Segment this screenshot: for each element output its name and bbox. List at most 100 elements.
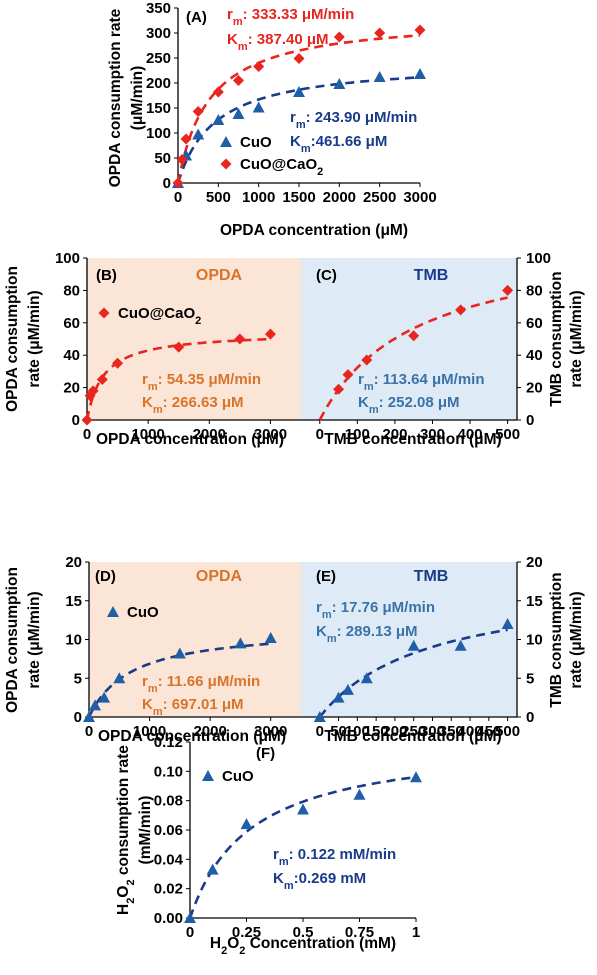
panel-b-legend-text: CuO@CaO	[118, 305, 195, 322]
panel-a-data-point	[333, 31, 345, 43]
panel-a-annotation-part: m	[301, 143, 311, 155]
panel-e-data-point	[360, 672, 373, 684]
panel-f-y-tick-label: 0.08	[154, 793, 183, 810]
panel-e-y-tick-label: 5	[526, 670, 534, 687]
panel-b-y-tick-label: 80	[63, 282, 80, 299]
panel-f-x-axis-label-part: O	[227, 935, 239, 952]
panel-e-annotation-part: m	[327, 633, 337, 645]
panel-e-annotation: rm: 17.76 μM/min	[316, 599, 435, 621]
panel-d-y-tick-label: 5	[74, 670, 82, 687]
panel-a-legend-label: CuO@CaO2	[240, 156, 323, 178]
panel-b-annotation-part: r	[142, 371, 148, 388]
panel-f-annotation: Km:0.269 mM	[273, 870, 366, 892]
panel-a-data-point	[180, 133, 192, 145]
panel-e-annotation-part: r	[316, 599, 322, 616]
panel-f-data-point	[184, 912, 196, 923]
panel-a-x-tick-label: 1000	[242, 189, 275, 206]
panel-f-x-axis-label-part: 2	[239, 945, 245, 957]
panel-a-annotation-part: :461.66 μM	[311, 133, 388, 150]
panel-d-background	[89, 562, 301, 717]
panel-a-legend-text: CuO	[240, 134, 272, 151]
panel-f-annotation-part: r	[273, 846, 279, 863]
panel-c-y-tick-label: 20	[526, 380, 543, 397]
panel-d-y-tick-label: 15	[65, 593, 82, 610]
panel-b-y-tick-label: 40	[63, 347, 80, 364]
panel-a-legend-marker	[220, 158, 232, 170]
panel-b-data-point	[87, 385, 99, 397]
panel-d-y-tick-label: 20	[65, 554, 82, 571]
panel-a-annotation-part: : 387.40 μM	[248, 31, 329, 48]
panel-e-x-tick-label: 150	[364, 723, 389, 740]
panel-e-y-tick-label: 0	[526, 709, 534, 726]
panel-e-data-point	[341, 683, 354, 695]
panel-c-panel-label: (C)	[316, 267, 337, 284]
panel-a-data-point	[414, 68, 426, 79]
panel-a-data-point	[252, 101, 265, 113]
panel-f-y-tick-label: 0.06	[154, 822, 183, 839]
panel-e-y-axis-label: rate (μM/min)	[568, 591, 585, 688]
panel-e-annotation: Km: 289.13 μM	[316, 623, 418, 645]
panel-d-annotation-part: r	[142, 673, 148, 690]
panel-a-y-tick-label: 350	[146, 0, 171, 17]
panel-a-data-point	[373, 71, 386, 82]
panel-b-y-tick-label: 20	[63, 380, 80, 397]
panel-a-x-tick-label: 1500	[282, 189, 315, 206]
panel-a-legend-label: CuO	[240, 134, 272, 151]
panel-c-data-point	[333, 383, 345, 395]
panel-e-x-tick-label: 200	[382, 723, 407, 740]
panel-f-y-tick-label: 0.10	[154, 763, 183, 780]
panel-a-legend-marker	[220, 136, 232, 147]
panel-a-data-point	[333, 78, 346, 89]
panel-a-y-tick-label: 150	[146, 100, 171, 117]
panel-a-y-tick-label: 250	[146, 50, 171, 67]
panel-b-annotation: Km: 266.63 μM	[142, 394, 244, 416]
panel-c-x-tick-label: 500	[495, 426, 520, 443]
panel-f-y-tick-label: 0.04	[154, 851, 184, 868]
panel-f-annotation-part: m	[279, 856, 289, 868]
panel-a-y-axis-label: (μM/min)	[129, 66, 146, 131]
panel-b-legend-marker	[98, 307, 110, 319]
panel-e-annotation-part: K	[316, 623, 327, 640]
panel-e-data-point	[407, 639, 420, 651]
panel-d-x-tick-label: 0	[85, 723, 93, 740]
panel-e-x-tick-label: 50	[330, 723, 347, 740]
panel-a-x-axis-label: OPDA concentration (μM)	[220, 222, 408, 239]
panel-d-panel-label: (D)	[95, 568, 116, 585]
panel-f-data-point	[410, 771, 422, 783]
panel-b-data-point	[173, 341, 185, 353]
panel-f-legend-marker	[202, 770, 214, 781]
panel-a-data-point	[212, 114, 225, 125]
panel-a-data-point	[414, 24, 426, 36]
panel-a-annotation-part: m	[296, 119, 306, 131]
panel-f-data-point	[297, 803, 309, 815]
panel-f-x-tick-label: 1	[412, 924, 420, 941]
panel-d-data-point	[113, 672, 126, 684]
panel-a-data-point	[253, 61, 265, 72]
panel-b-data-point	[264, 328, 276, 340]
panel-f-annotation-part: :0.269 mM	[294, 870, 367, 887]
panel-f-y-tick-label: 0.00	[154, 910, 183, 927]
panel-d-annotation-part: : 697.01 μM	[163, 696, 244, 713]
panel-b-x-tick-label: 3000	[254, 426, 287, 443]
panel-c-annotation-part: m	[369, 404, 379, 416]
panel-f-x-tick-label: 0.75	[345, 924, 374, 941]
panel-e-y-tick-label: 15	[526, 593, 543, 610]
panel-b-annotation-part: m	[153, 404, 163, 416]
panel-c-annotation-part: m	[364, 381, 374, 393]
panel-c-data-point	[361, 354, 373, 366]
panel-a-annotation-part: r	[227, 6, 233, 23]
panel-f-annotation: rm: 0.122 mM/min	[273, 846, 396, 868]
panel-c-annotation: rm: 113.64 μM/min	[358, 371, 485, 393]
panel-a-panel-label: (A)	[186, 9, 207, 26]
panel-d-y-axis-label: rate (μM/min)	[26, 591, 43, 688]
panel-e-x-tick-label: 500	[495, 723, 520, 740]
panel-e-annotation-part: m	[322, 609, 332, 621]
panel-d-annotation: rm: 11.66 μM/min	[142, 673, 260, 695]
panel-c-x-axis-label: TMB concentration (μM)	[324, 431, 501, 448]
panel-c-annotation-part: : 252.08 μM	[379, 394, 460, 411]
panel-d-legend-text: CuO	[127, 604, 159, 621]
panel-b-legend-sub: 2	[195, 315, 201, 327]
panel-a-data-point	[192, 106, 204, 117]
panel-e-panel-label: (E)	[316, 568, 336, 585]
